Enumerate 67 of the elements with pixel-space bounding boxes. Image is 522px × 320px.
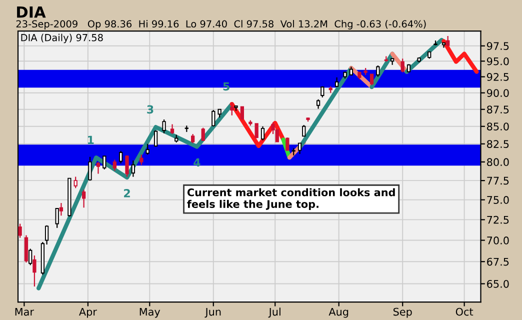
candlestick: [191, 133, 195, 144]
candlestick: [298, 142, 302, 154]
chart-title: DIA: [17, 6, 46, 18]
candlestick: [24, 234, 28, 264]
candlestick: [260, 126, 265, 141]
y-tick-label: 87.5: [487, 106, 509, 114]
y-tick-label: 77.5: [487, 176, 509, 185]
candlestick: [376, 64, 380, 78]
candlestick: [55, 208, 59, 228]
y-tick-label: 75.0: [487, 196, 509, 204]
candlestick: [119, 150, 123, 164]
x-tick-label: Jul: [268, 308, 280, 318]
y-tick-label: 72.5: [487, 216, 509, 224]
candlestick: [286, 136, 290, 151]
line-series: [442, 39, 479, 74]
candlestick: [82, 189, 86, 208]
candlestick: [112, 159, 116, 172]
candlestick: [254, 123, 258, 139]
candlestick: [316, 98, 320, 110]
y-tick-label: 95.0: [486, 57, 509, 66]
candlestick: [302, 124, 306, 137]
y-tick-label: 65.0: [487, 280, 509, 288]
candlestick: [170, 124, 174, 135]
annotation: 1: [88, 136, 94, 144]
annotation: Current market condition looks and feels like the June top.: [187, 188, 395, 210]
y-tick-label: 85.0: [487, 122, 509, 130]
x-tick-label: Apr: [79, 308, 97, 318]
candlestick: [230, 102, 234, 116]
candlestick: [32, 255, 36, 288]
candlestick: [88, 156, 92, 182]
candlestick: [370, 74, 374, 86]
x-tick-label: Oct: [456, 308, 474, 316]
candlestick: [96, 161, 100, 174]
candlestick: [18, 223, 22, 238]
x-tick-label: Aug: [328, 308, 348, 318]
x-tick-label: May: [140, 308, 160, 318]
candlestick: [28, 248, 32, 266]
candlestick: [74, 176, 78, 189]
y-tick-label: 70.0: [487, 236, 509, 244]
candlestick: [201, 127, 205, 142]
y-tick-label: 67.5: [487, 258, 509, 266]
annotation: DIA (Daily) 97.58: [21, 34, 103, 44]
line-series: [230, 102, 286, 148]
annotation: 4: [194, 158, 200, 166]
y-tick-label: 90.0: [486, 89, 509, 97]
candlestick: [131, 160, 136, 178]
x-tick-label: Mar: [15, 308, 34, 316]
y-tick-label: 80.0: [487, 158, 509, 166]
y-tick-label: 82.5: [487, 140, 509, 148]
candlestick: [446, 35, 450, 48]
annotation: 2: [124, 189, 130, 198]
candlestick: [162, 118, 166, 134]
candlestick: [154, 130, 158, 148]
candlestick: [140, 154, 144, 166]
candlestick: [59, 202, 64, 216]
x-tick-label: Sep: [393, 308, 412, 318]
candlestick: [146, 143, 150, 156]
y-tick-label: 92.5: [486, 73, 509, 81]
candlestick: [400, 58, 404, 73]
chart-subtitle: 23-Sep-2009 Op 98.36 Hi 99.16 Lo 97.40 Cl 97.58 Vol 13.2M Chg -0.63 (-0.64%): [16, 20, 426, 30]
candlestick: [125, 154, 129, 178]
y-tick-label: 97.5: [486, 42, 509, 50]
candlestick: [240, 106, 244, 121]
candlestick: [212, 109, 216, 127]
x-tick-label: Jun: [204, 308, 221, 318]
candlestick: [102, 156, 106, 170]
annotation: 3: [147, 105, 154, 114]
